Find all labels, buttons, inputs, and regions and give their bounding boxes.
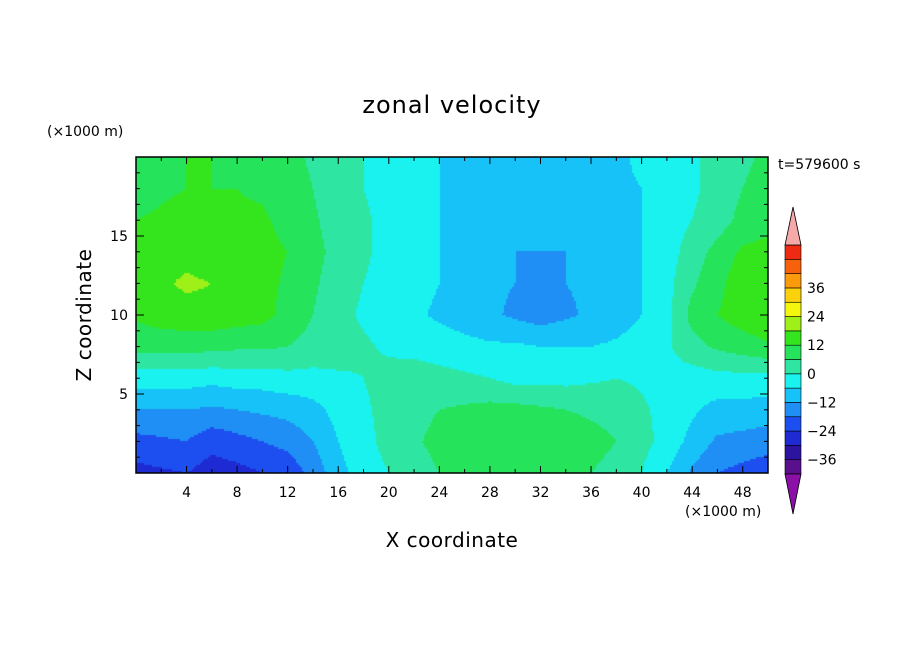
x-tick-label: 16	[329, 485, 347, 501]
colorbar-swatch	[784, 316, 802, 332]
colorbar-swatch	[784, 459, 802, 475]
colorbar: 36 24 12 0 −12 −24 −36	[784, 206, 837, 515]
y-tick-label: 15	[110, 229, 128, 245]
x-tick-label: 40	[633, 485, 651, 501]
colorbar-swatch	[784, 301, 802, 317]
colorbar-swatch	[784, 402, 802, 418]
colorbar-swatch	[784, 430, 802, 446]
z-units-label: (×1000 m)	[47, 124, 123, 140]
colorbar-swatch	[784, 259, 802, 274]
colorbar-tick-label: −24	[807, 424, 837, 440]
x-tick-label: 8	[233, 485, 242, 501]
y-axis-ticks: 5 10 15	[110, 172, 768, 458]
x-axis-label: X coordinate	[386, 528, 519, 552]
y-tick-label: 5	[119, 387, 128, 403]
x-units-label: (×1000 m)	[685, 504, 761, 520]
chart-title: zonal velocity	[362, 91, 541, 119]
colorbar-swatch	[784, 330, 802, 346]
x-axis-ticks: 4 8 12 16 20 24 28 32 36 40 44 48	[160, 157, 752, 501]
colorbar-swatch	[784, 416, 802, 432]
x-tick-label: 4	[182, 485, 191, 501]
x-tick-label: 24	[430, 485, 448, 501]
contour-image	[136, 157, 768, 473]
colorbar-swatch	[784, 244, 802, 260]
y-tick-label: 10	[110, 308, 128, 324]
colorbar-over-triangle	[784, 206, 802, 246]
colorbar-swatch	[784, 387, 802, 403]
colorbar-swatch	[784, 344, 802, 360]
x-tick-label: 28	[481, 485, 499, 501]
colorbar-tick-label: −12	[807, 395, 837, 411]
x-tick-label: 48	[734, 485, 752, 501]
x-tick-label: 44	[683, 485, 701, 501]
colorbar-tick-label: 0	[807, 367, 816, 383]
colorbar-swatch	[784, 273, 802, 289]
colorbar-tick-label: 36	[807, 281, 825, 297]
colorbar-under-triangle	[784, 473, 802, 515]
colorbar-swatch	[784, 373, 802, 389]
colorbar-swatch	[784, 445, 802, 460]
colorbar-swatch	[784, 359, 802, 375]
x-tick-label: 32	[532, 485, 550, 501]
x-tick-label: 20	[380, 485, 398, 501]
y-axis-label: Z coordinate	[72, 249, 96, 382]
x-tick-label: 36	[582, 485, 600, 501]
contour-field	[136, 157, 768, 473]
x-tick-label: 12	[279, 485, 297, 501]
colorbar-tick-label: −36	[807, 453, 837, 469]
time-label: t=579600 s	[778, 157, 860, 173]
colorbar-tick-label: 24	[807, 310, 825, 326]
colorbar-swatch	[784, 287, 802, 303]
colorbar-tick-label: 12	[807, 338, 825, 354]
plot-area	[135, 156, 769, 474]
